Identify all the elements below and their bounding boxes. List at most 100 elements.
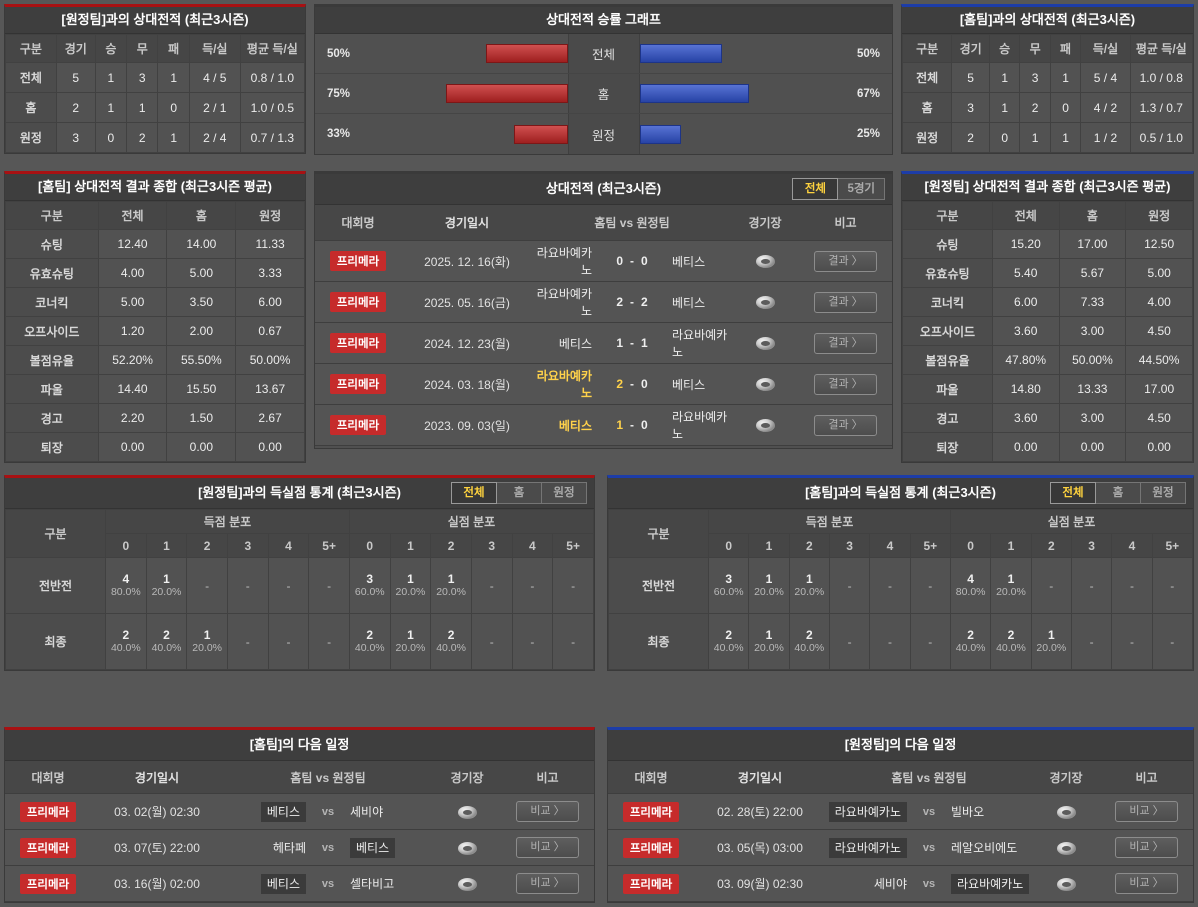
away-winrate-bar <box>639 124 681 144</box>
left-percent-label: 75% <box>327 87 351 100</box>
result-button[interactable]: 결과 〉 <box>814 414 877 436</box>
empty-value: - <box>286 578 291 593</box>
percent-value: 40.0% <box>996 642 1026 654</box>
distribution-cell: 2 40.0% <box>145 613 188 670</box>
row-head-to-head-records: [원정팀]과의 상대전적 (최근3시즌) 구분 경기 승 무 패 득/실 평균 득/실 전체 5… <box>4 4 1194 155</box>
result-button[interactable]: 결과 〉 <box>814 250 877 272</box>
score-dash: - <box>630 377 634 391</box>
percent-value: 20.0% <box>395 642 426 654</box>
table-row: 파울 14.40 15.50 13.67 <box>5 374 305 404</box>
stat-value: 0 <box>157 92 190 123</box>
empty-value: - <box>245 578 250 593</box>
league-badge: 프리메라 <box>622 801 680 822</box>
compare-button[interactable]: 비교 〉 <box>1115 801 1178 822</box>
stat-value: 3 <box>951 92 990 123</box>
compare-button[interactable]: 비교 〉 <box>516 837 579 858</box>
stadium-icon[interactable] <box>1056 877 1076 891</box>
away-winrate-bar <box>639 44 722 63</box>
empty-value: - <box>245 634 250 649</box>
tab-inactive[interactable]: 홈 <box>496 482 542 504</box>
score-dash: - <box>630 254 634 268</box>
row-label: 홈 <box>901 92 953 123</box>
result-button[interactable]: 결과 〉 <box>814 332 877 354</box>
tab-active[interactable]: 전체 <box>451 482 497 504</box>
table-row: 오프사이드 3.60 3.00 4.50 <box>902 316 1193 346</box>
table-row: 파울 14.80 13.33 17.00 <box>902 374 1193 404</box>
score-col-header: 1 <box>145 533 188 558</box>
stadium-icon[interactable] <box>755 337 775 351</box>
count-value: 4 <box>967 572 974 586</box>
stat-value: 4.50 <box>1125 403 1193 433</box>
stadium-icon[interactable] <box>1056 805 1076 819</box>
stadium-icon[interactable] <box>457 877 477 891</box>
tab-inactive[interactable]: 원정 <box>541 482 587 504</box>
stat-value: 1 <box>157 62 190 93</box>
away-goal-stats-title-text: [원정팀]과의 득실점 통계 (최근3시즌) <box>198 485 401 500</box>
score-col-header: 1 <box>389 533 432 558</box>
compare-button[interactable]: 비교 〉 <box>516 801 579 822</box>
count-value: 1 <box>407 628 414 642</box>
home-team-name: 베티스 <box>260 874 306 894</box>
column-header: 평균 득/실 <box>239 34 306 63</box>
table-row: 원정 2 0 1 1 1 / 2 0.5 / 1.0 <box>901 122 1194 153</box>
match-score: 0-0 <box>592 254 672 268</box>
match-score: 1-1 <box>592 336 672 350</box>
left-percent-label: 33% <box>327 128 351 140</box>
stadium-icon[interactable] <box>457 841 477 855</box>
chart-row: 50% 전체 50% <box>315 34 892 74</box>
stat-value: 1 <box>1049 122 1082 153</box>
row-label: 전반전 <box>608 557 709 614</box>
row-label: 최종 <box>5 613 106 670</box>
stadium-icon[interactable] <box>457 805 477 819</box>
empty-value: - <box>327 578 332 593</box>
tab-inactive[interactable]: 원정 <box>1140 482 1186 504</box>
result-button[interactable]: 결과 〉 <box>814 291 877 313</box>
tab-active[interactable]: 전체 <box>792 178 839 200</box>
column-header: 무 <box>1019 34 1051 63</box>
panel-home-summary: [홈팀] 상대전적 결과 종합 (최근3시즌 평균) 구분 전체 홈 원정 슈팅 12.4… <box>4 171 306 463</box>
home-team-name: 라요바예카노 <box>828 838 907 858</box>
distribution-row: 최종 2 40.0% 2 40.0% 1 20.0% - - -2 40.0% 1 20.0% 2 40.0… <box>5 613 594 670</box>
league-badge: 프리메라 <box>19 837 77 858</box>
distribution-cell: 1 20.0% <box>748 613 790 670</box>
stat-value: 1 <box>157 122 190 153</box>
match-row: 프리메라 2025. 05. 16(금) 라요바예카노 2-2 베티스 결과 〉 <box>315 282 892 323</box>
empty-value: - <box>847 578 852 593</box>
distribution-cell: - <box>511 557 554 614</box>
tab-inactive[interactable]: 5경기 <box>837 178 885 200</box>
empty-value: - <box>571 634 576 649</box>
column-header: 구분 <box>902 201 993 230</box>
table-row: 퇴장 0.00 0.00 0.00 <box>902 432 1193 462</box>
compare-button[interactable]: 비교 〉 <box>516 873 579 894</box>
score-col-header: 3 <box>470 533 513 558</box>
h2h-matches-title-text: 상대전적 (최근3시즌) <box>545 181 662 196</box>
tab-active[interactable]: 전체 <box>1050 482 1096 504</box>
home-team-name: 라요바예카노 <box>536 246 592 277</box>
result-button[interactable]: 결과 〉 <box>814 373 877 395</box>
stadium-icon[interactable] <box>755 378 775 392</box>
stadium-icon[interactable] <box>755 255 775 269</box>
stat-value: 0.67 <box>235 316 305 346</box>
stat-value: 4 / 5 <box>188 62 241 93</box>
header-note: 비고 <box>1135 770 1158 785</box>
header-teams: 홈팀 vs 원정팀 <box>594 216 670 230</box>
stat-value: 4 / 2 <box>1080 92 1131 123</box>
row-label: 코너킥 <box>902 287 993 317</box>
tab-inactive[interactable]: 홈 <box>1095 482 1141 504</box>
compare-button[interactable]: 비교 〉 <box>1115 837 1178 858</box>
count-value: 1 <box>203 628 211 642</box>
right-percent-label: 50% <box>856 47 880 60</box>
row-label: 유효슈팅 <box>902 258 993 288</box>
stadium-icon[interactable] <box>755 419 775 433</box>
column-header: 평균 득/실 <box>1129 34 1194 63</box>
table-row: 전체 5 1 3 1 4 / 5 0.8 / 1.0 <box>5 62 306 93</box>
score-col-header: 4 <box>1111 533 1153 558</box>
stat-value: 0.5 / 1.0 <box>1129 122 1194 153</box>
stadium-icon[interactable] <box>755 296 775 310</box>
distribution-cell: 1 20.0% <box>990 557 1032 614</box>
stadium-icon[interactable] <box>1056 841 1076 855</box>
match-date: 2023. 09. 03(일) <box>424 418 510 433</box>
red-bar-zone <box>373 74 568 113</box>
stat-value: 1.3 / 0.7 <box>1129 92 1194 123</box>
